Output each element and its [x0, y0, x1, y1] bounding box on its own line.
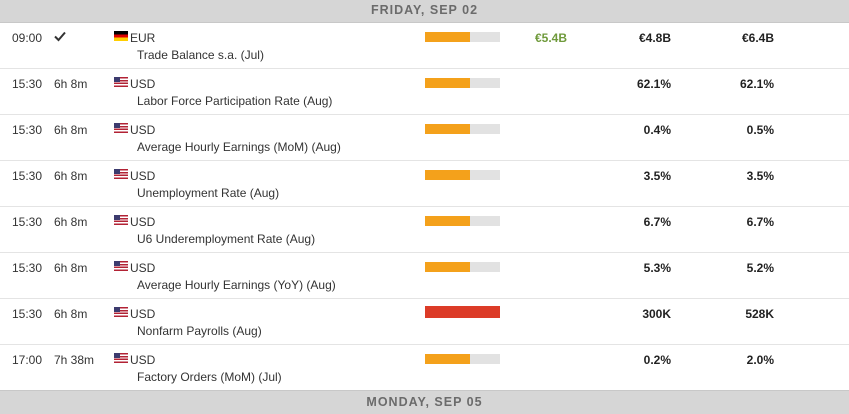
impact-bar-fill: [425, 170, 470, 180]
event-consensus: 300K: [642, 307, 671, 321]
event-row[interactable]: 15:30 6h 8m USD Average Hourly Earnings (Mo…: [0, 115, 849, 161]
event-countdown: 6h 8m: [54, 169, 88, 183]
us-flag-icon: [114, 169, 128, 179]
impact-bar: [425, 170, 500, 180]
impact-bar: [425, 78, 500, 88]
us-flag-icon: [114, 307, 128, 317]
event-previous: 5.2%: [746, 261, 774, 275]
event-time: 15:30: [12, 261, 43, 275]
event-actual: €5.4B: [535, 31, 568, 45]
check-icon: [54, 31, 66, 42]
impact-bar: [425, 124, 500, 134]
event-title[interactable]: U6 Underemployment Rate (Aug): [137, 232, 316, 246]
event-time: 15:30: [12, 77, 43, 91]
events-list: 09:00 EUR Trade Balance s.a. (Jul) €5.4B €4.…: [0, 23, 849, 390]
event-title[interactable]: Labor Force Participation Rate (Aug): [137, 94, 333, 108]
event-currency: USD: [130, 353, 156, 367]
event-previous: 0.5%: [746, 123, 774, 137]
de-flag-icon: [114, 31, 128, 41]
event-currency: USD: [130, 261, 156, 275]
impact-bar-fill: [425, 78, 470, 88]
event-consensus: 3.5%: [643, 169, 671, 183]
event-previous: 2.0%: [746, 353, 774, 367]
impact-bar-fill: [425, 306, 500, 318]
event-title[interactable]: Average Hourly Earnings (MoM) (Aug): [137, 140, 341, 154]
us-flag-icon: [114, 77, 128, 87]
event-currency: USD: [130, 77, 156, 91]
impact-bar: [425, 32, 500, 42]
event-row[interactable]: 17:00 7h 38m USD Factory Orders (MoM) (Jul)…: [0, 345, 849, 390]
event-countdown: 7h 38m: [54, 353, 95, 367]
event-row[interactable]: 15:30 6h 8m USD Labor Force Participation R…: [0, 69, 849, 115]
event-previous: 6.7%: [746, 215, 774, 229]
event-title[interactable]: Trade Balance s.a. (Jul): [137, 48, 264, 62]
event-consensus: 5.3%: [643, 261, 671, 275]
us-flag-icon: [114, 215, 128, 225]
event-countdown: 6h 8m: [54, 215, 88, 229]
event-time: 15:30: [12, 307, 43, 321]
event-consensus: 62.1%: [637, 77, 672, 91]
event-previous: €6.4B: [741, 31, 774, 45]
event-currency: USD: [130, 215, 156, 229]
event-countdown: 6h 8m: [54, 123, 88, 137]
impact-bar-fill: [425, 354, 470, 364]
event-currency: USD: [130, 307, 156, 321]
event-time: 15:30: [12, 215, 43, 229]
impact-bar-fill: [425, 262, 470, 272]
event-currency: EUR: [130, 31, 156, 45]
event-row[interactable]: 15:30 6h 8m USD Average Hourly Earnings (Yo…: [0, 253, 849, 299]
impact-bar: [425, 216, 500, 226]
event-previous: 528K: [745, 307, 774, 321]
day-header-friday: FRIDAY, SEP 02: [0, 0, 849, 23]
event-time: 17:00: [12, 353, 43, 367]
event-currency: USD: [130, 123, 156, 137]
event-consensus: 0.4%: [643, 123, 671, 137]
event-consensus: 0.2%: [643, 353, 671, 367]
event-countdown: 6h 8m: [54, 261, 88, 275]
event-row[interactable]: 15:30 6h 8m USD Unemployment Rate (Aug) 3.5%…: [0, 161, 849, 207]
event-countdown: 6h 8m: [54, 307, 88, 321]
event-row[interactable]: 15:30 6h 8m USD Nonfarm Payrolls (Aug) 300K 5…: [0, 299, 849, 345]
event-row[interactable]: 09:00 EUR Trade Balance s.a. (Jul) €5.4B €4.…: [0, 23, 849, 69]
event-title[interactable]: Factory Orders (MoM) (Jul): [137, 370, 282, 384]
event-title[interactable]: Average Hourly Earnings (YoY) (Aug): [137, 278, 336, 292]
impact-bar-fill: [425, 32, 470, 42]
impact-bar: [425, 306, 500, 318]
event-currency: USD: [130, 169, 156, 183]
event-row[interactable]: 15:30 6h 8m USD U6 Underemployment Rate (Au…: [0, 207, 849, 253]
event-time: 15:30: [12, 169, 43, 183]
event-time: 09:00: [12, 31, 43, 45]
event-previous: 3.5%: [746, 169, 774, 183]
event-previous: 62.1%: [740, 77, 775, 91]
us-flag-icon: [114, 261, 128, 271]
event-consensus: €4.8B: [638, 31, 671, 45]
impact-bar: [425, 354, 500, 364]
us-flag-icon: [114, 353, 128, 363]
event-countdown: 6h 8m: [54, 77, 88, 91]
impact-bar-fill: [425, 216, 470, 226]
day-header-monday: MONDAY, SEP 05: [0, 390, 849, 414]
event-title[interactable]: Unemployment Rate (Aug): [137, 186, 280, 200]
event-time: 15:30: [12, 123, 43, 137]
impact-bar: [425, 262, 500, 272]
event-title[interactable]: Nonfarm Payrolls (Aug): [137, 324, 262, 338]
impact-bar-fill: [425, 124, 470, 134]
us-flag-icon: [114, 123, 128, 133]
event-consensus: 6.7%: [643, 215, 671, 229]
